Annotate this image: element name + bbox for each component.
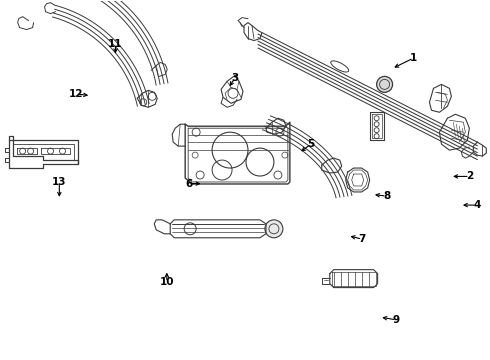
Circle shape	[377, 76, 392, 92]
Text: 9: 9	[393, 315, 400, 325]
Text: 3: 3	[232, 73, 239, 83]
Text: 6: 6	[185, 179, 193, 189]
Text: 12: 12	[69, 89, 84, 99]
Ellipse shape	[331, 61, 349, 72]
Text: 10: 10	[160, 277, 174, 287]
Text: 11: 11	[108, 39, 123, 49]
Text: 2: 2	[466, 171, 473, 181]
Text: 1: 1	[410, 53, 417, 63]
Text: 13: 13	[52, 177, 67, 187]
Text: 8: 8	[383, 191, 391, 201]
Text: 4: 4	[473, 200, 481, 210]
Text: 7: 7	[359, 234, 366, 244]
Text: 5: 5	[307, 139, 315, 149]
Circle shape	[265, 220, 283, 238]
